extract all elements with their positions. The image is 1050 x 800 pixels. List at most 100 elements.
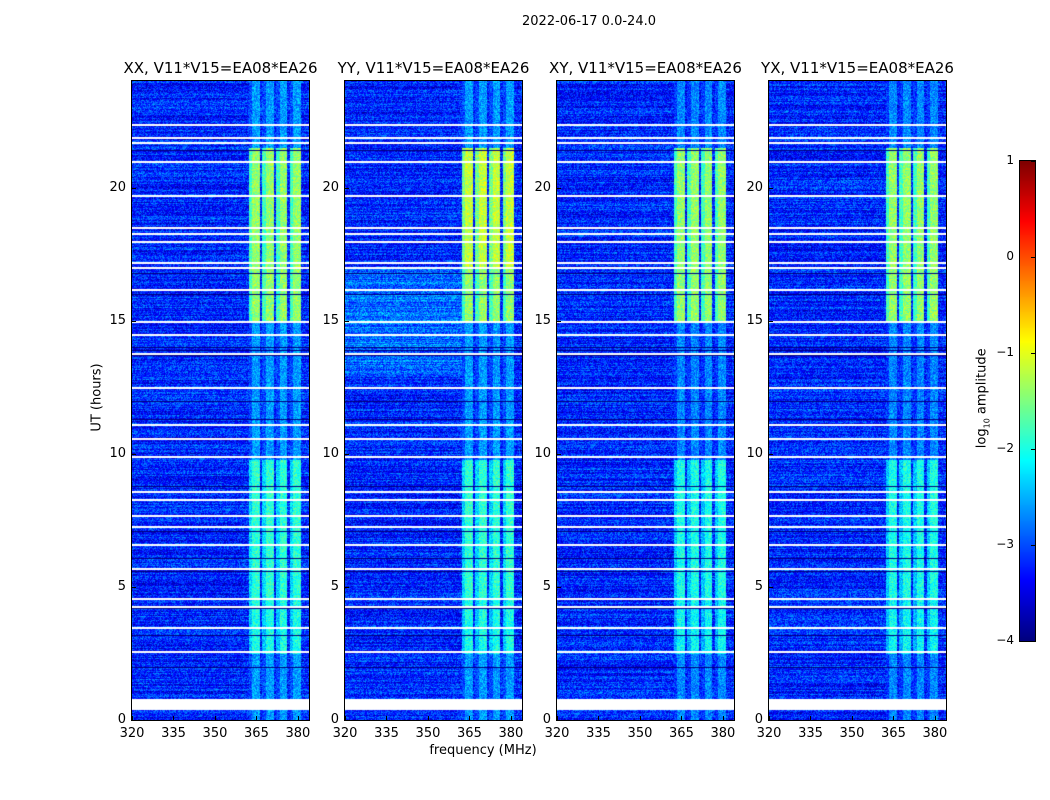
figure-title: 2022-06-17 0.0-24.0 xyxy=(522,14,656,29)
y-tick xyxy=(132,453,136,455)
y-tick xyxy=(345,453,349,455)
x-tick-label: 335 xyxy=(586,726,611,741)
y-tick xyxy=(132,720,136,721)
x-tick xyxy=(557,716,558,720)
colorbar: 1 0 −1 −2 −3 −4 xyxy=(996,153,1036,647)
x-tick xyxy=(173,716,175,720)
x-tick xyxy=(934,716,936,720)
y-tick xyxy=(345,187,349,189)
y-tick-label: 0 xyxy=(117,712,126,727)
heatmap-yx xyxy=(769,81,946,720)
colorbar-tick-label: −3 xyxy=(996,537,1014,551)
y-tick xyxy=(557,187,561,189)
y-tick-label: 0 xyxy=(330,712,339,727)
y-tick-label: 5 xyxy=(330,578,339,594)
x-tick xyxy=(132,716,133,720)
panel-yy: YY, V11*V15=EA08*EA26 320 335 350 365 380 0 5 10… xyxy=(322,59,529,741)
x-tick xyxy=(386,716,388,720)
y-tick-label: 5 xyxy=(542,578,551,594)
heatmap-xy xyxy=(557,81,734,720)
x-tick-label: 365 xyxy=(881,726,906,741)
x-tick xyxy=(256,716,258,720)
panel-title: YX, V11*V15=EA08*EA26 xyxy=(761,59,954,77)
colorbar-tick xyxy=(1031,641,1035,642)
x-tick-label: 350 xyxy=(839,726,865,741)
colorbar-label-main: log xyxy=(974,428,990,449)
x-tick xyxy=(851,716,853,720)
colorbar-tick xyxy=(1031,449,1035,450)
y-tick-label: 20 xyxy=(109,179,126,195)
x-tick xyxy=(345,716,346,720)
x-tick-label: 365 xyxy=(244,726,269,741)
y-tick xyxy=(345,586,349,588)
y-tick-label: 10 xyxy=(534,445,551,461)
x-tick-label: 320 xyxy=(332,726,358,741)
x-tick xyxy=(297,716,299,720)
y-tick-label: 15 xyxy=(109,312,126,328)
x-tick xyxy=(681,716,683,720)
colorbar-label-rest: amplitude xyxy=(974,348,990,419)
y-tick-label: 10 xyxy=(322,445,339,461)
colorbar-tick xyxy=(1031,353,1035,354)
x-tick-label: 380 xyxy=(285,726,311,741)
panel-title: XY, V11*V15=EA08*EA26 xyxy=(549,59,742,77)
x-tick-label: 335 xyxy=(374,726,399,741)
y-tick xyxy=(132,320,136,322)
colorbar-label-sub: 10 xyxy=(982,418,992,429)
x-tick-label: 335 xyxy=(161,726,186,741)
y-tick xyxy=(345,720,349,721)
y-tick xyxy=(769,720,773,721)
panel-xy: XY, V11*V15=EA08*EA26 320 335 350 365 380 0 5 10… xyxy=(534,59,741,741)
colorbar-tick-label: −1 xyxy=(996,345,1014,359)
x-tick xyxy=(469,716,471,720)
y-tick xyxy=(557,453,561,455)
y-tick xyxy=(557,586,561,588)
heatmap-xx xyxy=(132,81,309,720)
x-tick xyxy=(214,716,216,720)
colorbar-label: log10 amplitude xyxy=(975,333,992,463)
y-tick-label: 15 xyxy=(534,312,551,328)
x-tick-label: 320 xyxy=(119,726,145,741)
y-tick xyxy=(132,586,136,588)
x-tick xyxy=(598,716,600,720)
panel-title: XX, V11*V15=EA08*EA26 xyxy=(123,59,318,77)
colorbar-tick-label: −4 xyxy=(996,633,1014,647)
x-tick-label: 365 xyxy=(669,726,694,741)
y-tick xyxy=(345,320,349,322)
x-tick-label: 320 xyxy=(756,726,782,741)
x-tick xyxy=(510,716,512,720)
x-tick xyxy=(893,716,895,720)
x-tick-label: 350 xyxy=(627,726,653,741)
colorbar-tick xyxy=(1031,545,1035,546)
y-tick xyxy=(769,187,773,189)
x-tick-label: 350 xyxy=(415,726,441,741)
colorbar-tick-label: −2 xyxy=(996,441,1014,455)
y-tick xyxy=(557,720,561,721)
colorbar-tick xyxy=(1031,257,1035,258)
x-tick-label: 380 xyxy=(922,726,948,741)
y-tick-label: 0 xyxy=(542,712,551,727)
x-tick-label: 380 xyxy=(498,726,524,741)
heatmap-yy xyxy=(345,81,522,720)
y-tick xyxy=(557,320,561,322)
x-tick xyxy=(769,716,770,720)
y-tick-label: 5 xyxy=(754,578,763,594)
y-tick-label: 20 xyxy=(746,179,763,195)
x-axis-label: frequency (MHz) xyxy=(429,743,537,758)
x-tick-label: 335 xyxy=(798,726,823,741)
x-tick xyxy=(810,716,812,720)
y-tick-label: 20 xyxy=(322,179,339,195)
y-tick xyxy=(769,320,773,322)
y-tick xyxy=(132,187,136,189)
y-tick-label: 15 xyxy=(322,312,339,328)
panel-yx: YX, V11*V15=EA08*EA26 320 335 350 365 380 0 5 10… xyxy=(746,59,953,741)
y-tick-label: 5 xyxy=(117,578,126,594)
y-tick-label: 10 xyxy=(109,445,126,461)
x-tick-label: 365 xyxy=(457,726,482,741)
y-tick-label: 20 xyxy=(534,179,551,195)
y-tick-label: 0 xyxy=(754,712,763,727)
x-tick xyxy=(639,716,641,720)
colorbar-tick xyxy=(1031,161,1035,162)
y-tick-label: 10 xyxy=(746,445,763,461)
